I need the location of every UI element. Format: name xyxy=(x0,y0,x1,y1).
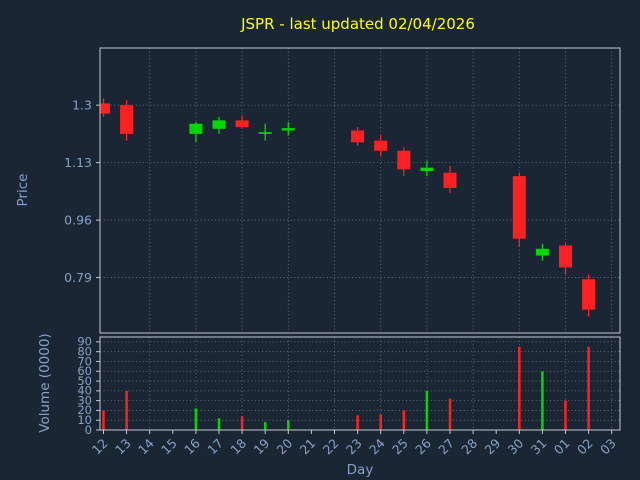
candle-body-day-30 xyxy=(512,176,526,239)
price-tick-label: 1.13 xyxy=(64,155,92,170)
volume-bar-day-23 xyxy=(356,415,359,430)
volume-bar-day-01 xyxy=(564,400,567,430)
volume-bars-group xyxy=(102,346,590,430)
candle-body-day-19 xyxy=(258,132,272,134)
volume-axis-label: Volume (0000) xyxy=(37,333,53,432)
volume-bar-day-19 xyxy=(263,422,267,430)
volume-bar-day-31 xyxy=(541,371,544,430)
volume-tick-label: 90 xyxy=(77,335,92,349)
chart-title: JSPR - last updated 02/04/2026 xyxy=(240,15,475,33)
x-axis-label: Day xyxy=(347,462,374,478)
volume-tick-label: 60 xyxy=(77,364,92,378)
candle-body-day-16 xyxy=(189,123,203,134)
volume-tick-label: 20 xyxy=(77,403,92,417)
volume-bar-day-13 xyxy=(125,390,128,430)
price-tick-label: 1.3 xyxy=(72,97,92,112)
volume-tick-label: 50 xyxy=(77,374,92,388)
volume-bar-day-18 xyxy=(240,416,244,430)
volume-tick-label: 10 xyxy=(77,413,92,427)
volume-tick-label: 70 xyxy=(77,354,92,368)
candle-body-day-01 xyxy=(559,245,572,268)
volume-bar-day-26 xyxy=(425,390,429,430)
volume-bar-day-25 xyxy=(402,410,406,430)
tick-marks xyxy=(96,104,613,434)
volume-tick-label: 40 xyxy=(77,384,92,398)
price-tick-label: 0.79 xyxy=(64,270,92,285)
volume-bar-day-16 xyxy=(194,408,198,430)
volume-tick-label: 0 xyxy=(85,423,92,437)
candle-body-day-02 xyxy=(582,279,596,310)
volume-plot-border xyxy=(99,336,621,431)
candle-body-day-23 xyxy=(351,130,365,143)
volume-bar-day-12 xyxy=(102,410,105,430)
candle-body-day-13 xyxy=(120,105,134,134)
candle-body-day-31 xyxy=(535,248,549,256)
candle-body-day-25 xyxy=(397,150,411,170)
price-plot-border xyxy=(99,47,621,334)
candle-body-day-18 xyxy=(235,120,249,128)
candle-body-day-17 xyxy=(212,120,226,129)
candles-group xyxy=(100,98,596,317)
candle-body-day-24 xyxy=(374,140,388,151)
grid-lines xyxy=(100,48,620,430)
volume-bar-day-30 xyxy=(518,346,521,430)
price-tick-label: 0.96 xyxy=(64,212,92,227)
volume-bar-day-02 xyxy=(587,346,590,430)
volume-bar-day-20 xyxy=(287,420,290,430)
volume-bar-day-27 xyxy=(448,398,452,430)
price-axis-label: Price xyxy=(15,174,31,207)
candle-body-day-12 xyxy=(100,103,110,114)
candle-body-day-26 xyxy=(420,167,434,172)
candle-body-day-20 xyxy=(281,128,295,131)
volume-tick-label: 80 xyxy=(77,344,92,358)
candle-body-day-27 xyxy=(443,172,457,188)
volume-bar-day-17 xyxy=(217,418,221,430)
volume-tick-label: 30 xyxy=(77,393,92,407)
volume-bar-day-24 xyxy=(379,414,382,430)
